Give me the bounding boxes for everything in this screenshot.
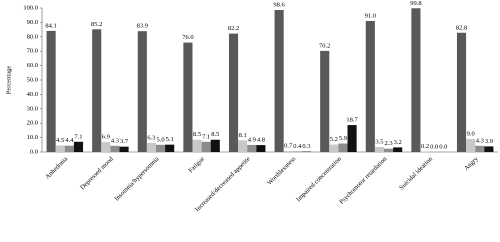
value-label: 70.2: [319, 42, 330, 49]
x-tick-label: Increased/decreased appetite: [194, 155, 252, 213]
bar: [274, 10, 284, 152]
bar: [156, 144, 166, 152]
x-tick-label: Angry: [463, 155, 480, 172]
bar: [256, 145, 266, 152]
bar: [73, 141, 84, 152]
value-label: 4.4: [65, 137, 74, 144]
bar: [46, 30, 56, 153]
bar: [146, 142, 156, 152]
value-label: 3.9: [485, 138, 493, 145]
value-label: 5.9: [339, 135, 347, 142]
bar: [210, 139, 220, 152]
value-label: 7.1: [74, 133, 82, 140]
value-label: 0.4: [293, 143, 302, 150]
value-label: 4.5: [56, 137, 64, 144]
value-label: 0.3: [302, 143, 310, 150]
x-tick-label: Insomnia/hypersomnia: [113, 155, 160, 202]
y-tick-label: 10.0: [27, 134, 38, 141]
value-label: 5.1: [166, 136, 174, 143]
bar: [320, 50, 330, 152]
value-label: 0.2: [421, 143, 429, 150]
value-label: 3.5: [375, 138, 383, 145]
value-label: 18.7: [346, 117, 358, 124]
bar: [101, 142, 111, 152]
bar: [329, 144, 339, 152]
value-label: 9.0: [467, 131, 475, 138]
value-label: 7.1: [202, 133, 210, 140]
value-label: 8.5: [193, 131, 201, 138]
value-label: 4.3: [111, 137, 119, 144]
x-tick-label: Worthlessness: [266, 155, 297, 186]
bar: [283, 150, 293, 152]
bar: [347, 125, 357, 152]
value-label: 99.8: [410, 0, 421, 7]
y-tick-label: 30.0: [27, 105, 38, 112]
y-tick-label: 80.0: [27, 33, 38, 40]
value-label: 8.5: [211, 131, 219, 138]
x-tick-label: Anhedonia: [44, 155, 69, 180]
y-tick-label: 60.0: [27, 62, 38, 69]
y-axis-title: Percentage: [5, 66, 12, 95]
x-tick-label: Suicidal ideation: [398, 155, 434, 191]
bar: [201, 141, 211, 152]
value-label: 4.3: [476, 137, 484, 144]
value-label: 0.0: [430, 143, 438, 150]
x-tick-label: Impaired concentration: [295, 155, 343, 203]
value-label: 5.2: [330, 136, 338, 143]
value-label: 5.0: [156, 136, 164, 143]
value-label: 82.2: [228, 25, 239, 32]
bar: [374, 146, 384, 152]
x-tick-label: Fatigue: [187, 155, 206, 174]
bar: [384, 148, 394, 152]
bar: [466, 139, 476, 152]
bar: [119, 146, 129, 152]
bar: [64, 145, 74, 152]
bar: [110, 145, 120, 152]
y-tick-label: 70.0: [27, 48, 38, 55]
x-tick-label: Psychomotor retardation: [338, 155, 389, 206]
value-label: 85.2: [91, 21, 102, 28]
value-label: 3.7: [120, 138, 129, 145]
bar: [338, 143, 348, 152]
value-label: 0.7: [284, 142, 293, 149]
bar: [247, 144, 257, 152]
bar: [192, 139, 202, 152]
bar: [475, 145, 485, 152]
value-label: 6.3: [147, 134, 155, 141]
value-label: 2.3: [384, 140, 392, 147]
value-label: 98.6: [273, 2, 285, 9]
bar: [365, 20, 375, 153]
bar: [55, 145, 65, 152]
y-tick-label: 40.0: [27, 91, 38, 98]
y-tick-label: 50.0: [27, 76, 38, 83]
value-label: 91.0: [365, 12, 376, 19]
value-label: 76.0: [182, 34, 193, 41]
value-label: 3.2: [394, 139, 402, 146]
bar: [411, 8, 421, 153]
bar: [292, 151, 302, 152]
value-label: 4.8: [257, 137, 265, 144]
y-tick-label: 20.0: [27, 120, 38, 127]
bar: [238, 140, 248, 152]
bar: [165, 144, 175, 152]
y-tick-label: 100.0: [23, 4, 38, 11]
y-tick-label: 0.0: [30, 148, 38, 155]
value-label: 4.9: [248, 136, 256, 143]
value-label: 84.1: [45, 22, 56, 29]
value-label: 83.9: [137, 23, 148, 30]
value-label: 82.8: [456, 24, 467, 31]
bar: [183, 42, 193, 153]
value-label: 0.0: [439, 143, 447, 150]
value-label: 6.9: [102, 134, 110, 141]
bar: [137, 31, 147, 153]
y-tick-label: 90.0: [27, 19, 38, 26]
bar: [484, 146, 494, 152]
bar: [92, 29, 102, 153]
bar: [456, 32, 467, 152]
x-tick-label: Depressed mood: [79, 155, 115, 191]
bar: [228, 33, 239, 152]
bar: [393, 147, 403, 152]
value-label: 8.1: [239, 132, 247, 139]
